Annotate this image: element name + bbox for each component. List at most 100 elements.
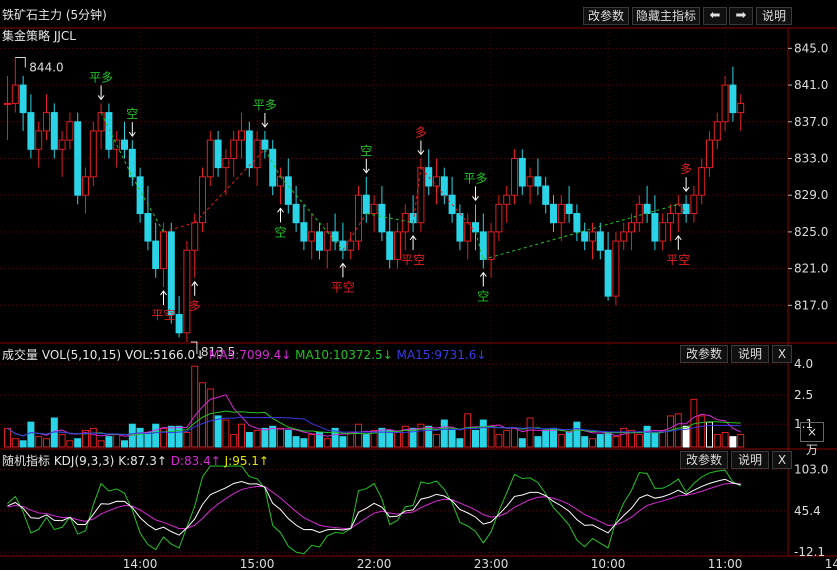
candle-body bbox=[113, 139, 121, 150]
kdj-help-button[interactable]: 说明 bbox=[731, 451, 769, 469]
candle-body bbox=[89, 130, 97, 178]
volume-bar bbox=[394, 432, 401, 448]
vol-params-button[interactable]: 改参数 bbox=[680, 345, 728, 363]
low-price-label: 813.5 bbox=[201, 345, 235, 359]
signal-arrowhead bbox=[472, 196, 479, 202]
candle-body bbox=[331, 231, 339, 242]
params-button[interactable]: 改参数 bbox=[583, 7, 629, 25]
signal-arrowhead bbox=[409, 235, 417, 241]
candle-body bbox=[183, 249, 191, 334]
signal-trend-line bbox=[264, 149, 281, 178]
volume-bar bbox=[729, 436, 737, 448]
volume-bar bbox=[323, 438, 331, 448]
candle-body bbox=[11, 84, 19, 104]
candle-body bbox=[308, 231, 316, 242]
candle-body bbox=[19, 84, 27, 114]
volume-bar bbox=[737, 434, 745, 448]
signal-arrowhead bbox=[417, 150, 425, 156]
volume-bar bbox=[628, 429, 635, 448]
volume-bar bbox=[635, 434, 643, 448]
candle-body bbox=[503, 194, 511, 205]
volume-bar bbox=[409, 427, 417, 448]
volume-bar bbox=[362, 434, 370, 448]
volume-bar bbox=[105, 436, 113, 448]
signal-label: 空 bbox=[477, 290, 489, 304]
kdj-tick-label: -12.1 bbox=[794, 545, 825, 559]
candle-body bbox=[518, 157, 526, 187]
signal-arrowhead bbox=[674, 235, 682, 241]
candle-body bbox=[690, 194, 698, 215]
vol-help-button[interactable]: 说明 bbox=[731, 345, 769, 363]
candle-body bbox=[534, 176, 542, 187]
volume-bar bbox=[542, 429, 550, 448]
candle-body bbox=[401, 213, 409, 233]
volume-bar bbox=[175, 425, 183, 448]
vol-ma15: MA15:9731.6↓ bbox=[396, 348, 487, 362]
volume-bar bbox=[300, 438, 308, 448]
scroll-left-button[interactable]: ⬅ bbox=[703, 7, 727, 25]
candle-body bbox=[394, 231, 401, 260]
volume-bar bbox=[589, 438, 596, 448]
vol-ma5: MA5:7099.4↓ bbox=[209, 348, 292, 362]
volume-bar bbox=[230, 434, 238, 448]
vol-legend: 成交量 VOL(5,10,15) VOL:5166.0↓ MA5:7099.4↓… bbox=[2, 346, 486, 363]
volume-bar bbox=[604, 432, 612, 448]
kdj-k-line bbox=[7, 478, 741, 536]
candle-body bbox=[589, 231, 596, 242]
signal-arrowhead bbox=[128, 131, 136, 137]
candle-body bbox=[355, 194, 362, 242]
volume-bar bbox=[167, 425, 175, 448]
volume-bar bbox=[4, 427, 11, 448]
kdj-j: J:95.1↑ bbox=[224, 454, 269, 468]
candle-body bbox=[698, 167, 706, 196]
x-tick-label: 14:00 bbox=[123, 557, 158, 570]
volume-bar bbox=[526, 417, 534, 448]
vol-unit-label: ×万 bbox=[800, 422, 824, 457]
volume-bar bbox=[89, 427, 97, 448]
volume-bar bbox=[113, 434, 121, 448]
kdj-params-button[interactable]: 改参数 bbox=[680, 451, 728, 469]
price-tick-label: 841.0 bbox=[794, 78, 828, 92]
volume-bar bbox=[160, 427, 167, 448]
vol-tick-label: 2.5 bbox=[794, 388, 813, 402]
candle-body bbox=[464, 222, 472, 242]
signal-label: 多 bbox=[415, 125, 427, 139]
candle-body bbox=[316, 231, 323, 251]
signal-arrowhead bbox=[479, 271, 487, 277]
volume-bar bbox=[144, 432, 152, 448]
candle-body bbox=[167, 231, 175, 315]
help-button[interactable]: 说明 bbox=[756, 7, 792, 25]
candle-body bbox=[58, 139, 66, 150]
volume-bar bbox=[74, 438, 82, 448]
hide-indicator-button[interactable]: 隐藏主指标 bbox=[632, 7, 700, 25]
vol-tick-label: 4.0 bbox=[794, 357, 813, 371]
signal-label: 空 bbox=[126, 107, 138, 121]
volume-bar bbox=[97, 440, 105, 448]
signal-trend-line bbox=[420, 167, 476, 233]
signal-arrowhead bbox=[97, 95, 105, 101]
candle-body bbox=[706, 139, 713, 169]
candle-body bbox=[82, 176, 89, 196]
candle-body bbox=[479, 231, 487, 260]
volume-bar bbox=[284, 429, 292, 448]
vol-close-button[interactable]: X bbox=[772, 345, 792, 363]
volume-bar bbox=[612, 436, 620, 448]
volume-bar bbox=[479, 419, 487, 448]
candle-body bbox=[565, 203, 573, 215]
volume-bar bbox=[35, 436, 43, 448]
signal-label: 空 bbox=[274, 225, 286, 239]
volume-bar bbox=[557, 434, 565, 448]
volume-bar bbox=[573, 421, 581, 448]
volume-bar bbox=[308, 434, 316, 448]
scroll-right-button[interactable]: ➡ bbox=[729, 7, 753, 25]
kdj-d-line bbox=[7, 483, 741, 530]
volume-bar bbox=[136, 427, 144, 448]
kdj-close-button[interactable]: X bbox=[772, 451, 792, 469]
volume-bar bbox=[448, 429, 456, 448]
volume-bar bbox=[417, 423, 425, 448]
volume-bar bbox=[386, 429, 394, 448]
signal-label: 平空 bbox=[331, 280, 355, 294]
volume-bar bbox=[682, 425, 690, 448]
candle-body bbox=[245, 130, 253, 169]
